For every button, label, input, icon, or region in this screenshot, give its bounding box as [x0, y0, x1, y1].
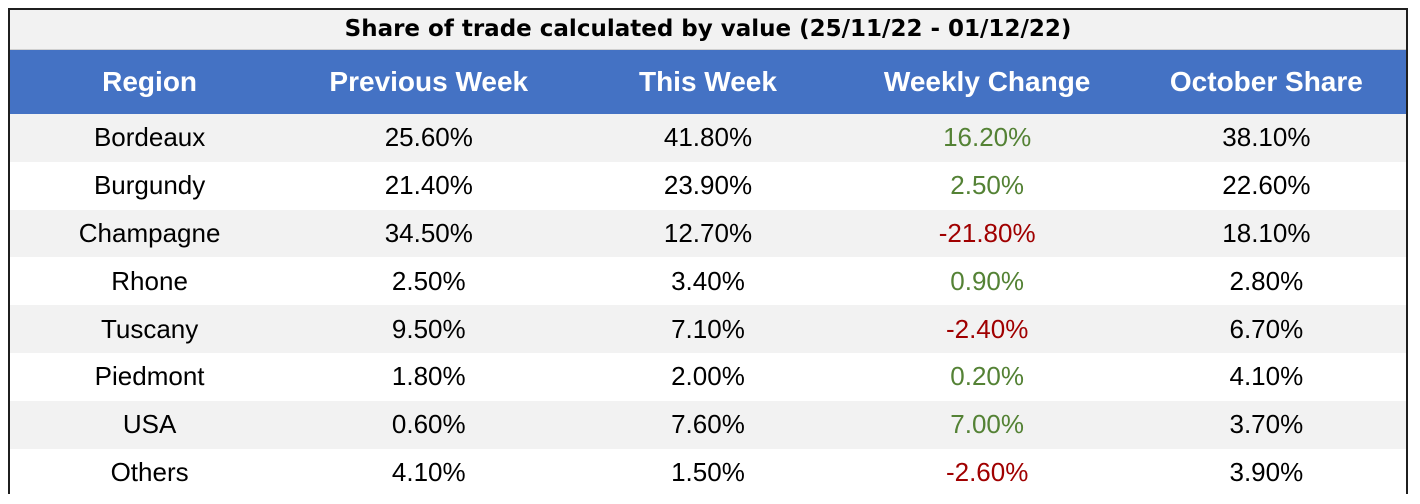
table-body: Bordeaux 25.60% 41.80% 16.20% 38.10% Burgundy… — [10, 114, 1406, 497]
cell-previous-week: 0.60% — [289, 400, 569, 449]
cell-previous-week: 4.10% — [289, 448, 569, 497]
cell-weekly-change: 0.90% — [847, 257, 1127, 306]
header-row: Region Previous Week This Week Weekly Ch… — [10, 50, 1406, 114]
cell-previous-week: 21.40% — [289, 161, 569, 210]
cell-previous-week: 34.50% — [289, 209, 569, 258]
cell-october-share: 3.70% — [1126, 400, 1406, 449]
cell-this-week: 23.90% — [568, 161, 848, 210]
cell-october-share: 2.80% — [1126, 257, 1406, 306]
cell-this-week: 7.60% — [568, 400, 848, 449]
cell-weekly-change: 7.00% — [847, 400, 1127, 449]
header-weekly-change: Weekly Change — [847, 50, 1127, 114]
table-row: Bordeaux 25.60% 41.80% 16.20% 38.10% — [10, 114, 1406, 162]
table-title: Share of trade calculated by value (25/1… — [10, 10, 1406, 50]
cell-october-share: 18.10% — [1126, 209, 1406, 258]
cell-region: Bordeaux — [10, 114, 290, 162]
cell-region: Burgundy — [10, 161, 290, 210]
cell-this-week: 3.40% — [568, 257, 848, 306]
cell-previous-week: 25.60% — [289, 114, 569, 162]
cell-october-share: 4.10% — [1126, 352, 1406, 401]
cell-weekly-change: 16.20% — [847, 114, 1127, 162]
cell-this-week: 7.10% — [568, 305, 848, 353]
cell-region: Rhone — [10, 257, 290, 306]
cell-this-week: 2.00% — [568, 352, 848, 401]
table-row: Burgundy 21.40% 23.90% 2.50% 22.60% — [10, 161, 1406, 210]
cell-october-share: 38.10% — [1126, 114, 1406, 162]
table-row: USA 0.60% 7.60% 7.00% 3.70% — [10, 400, 1406, 449]
cell-october-share: 3.90% — [1126, 448, 1406, 497]
trade-share-table-frame: Share of trade calculated by value (25/1… — [8, 8, 1408, 497]
table-row: Others 4.10% 1.50% -2.60% 3.90% — [10, 448, 1406, 497]
cell-october-share: 6.70% — [1126, 305, 1406, 353]
cell-region: Others — [10, 448, 290, 497]
cell-this-week: 12.70% — [568, 209, 848, 258]
header-region: Region — [10, 50, 290, 114]
table-row: Rhone 2.50% 3.40% 0.90% 2.80% — [10, 257, 1406, 306]
table-row: Piedmont 1.80% 2.00% 0.20% 4.10% — [10, 352, 1406, 401]
cell-this-week: 41.80% — [568, 114, 848, 162]
cell-region: Champagne — [10, 209, 290, 258]
cell-this-week: 1.50% — [568, 448, 848, 497]
cell-weekly-change: -2.60% — [847, 448, 1127, 497]
cell-weekly-change: -2.40% — [847, 305, 1127, 353]
header-previous-week: Previous Week — [289, 50, 569, 114]
cell-region: Piedmont — [10, 352, 290, 401]
cell-weekly-change: 2.50% — [847, 161, 1127, 210]
header-october-share: October Share — [1126, 50, 1406, 114]
cell-weekly-change: 0.20% — [847, 352, 1127, 401]
trade-share-table: Region Previous Week This Week Weekly Ch… — [10, 50, 1406, 497]
header-this-week: This Week — [568, 50, 848, 114]
cell-previous-week: 2.50% — [289, 257, 569, 306]
table-row: Champagne 34.50% 12.70% -21.80% 18.10% — [10, 209, 1406, 258]
cell-previous-week: 9.50% — [289, 305, 569, 353]
cell-region: Tuscany — [10, 305, 290, 353]
table-row: Tuscany 9.50% 7.10% -2.40% 6.70% — [10, 305, 1406, 353]
cell-october-share: 22.60% — [1126, 161, 1406, 210]
cell-previous-week: 1.80% — [289, 352, 569, 401]
cell-weekly-change: -21.80% — [847, 209, 1127, 258]
cell-region: USA — [10, 400, 290, 449]
